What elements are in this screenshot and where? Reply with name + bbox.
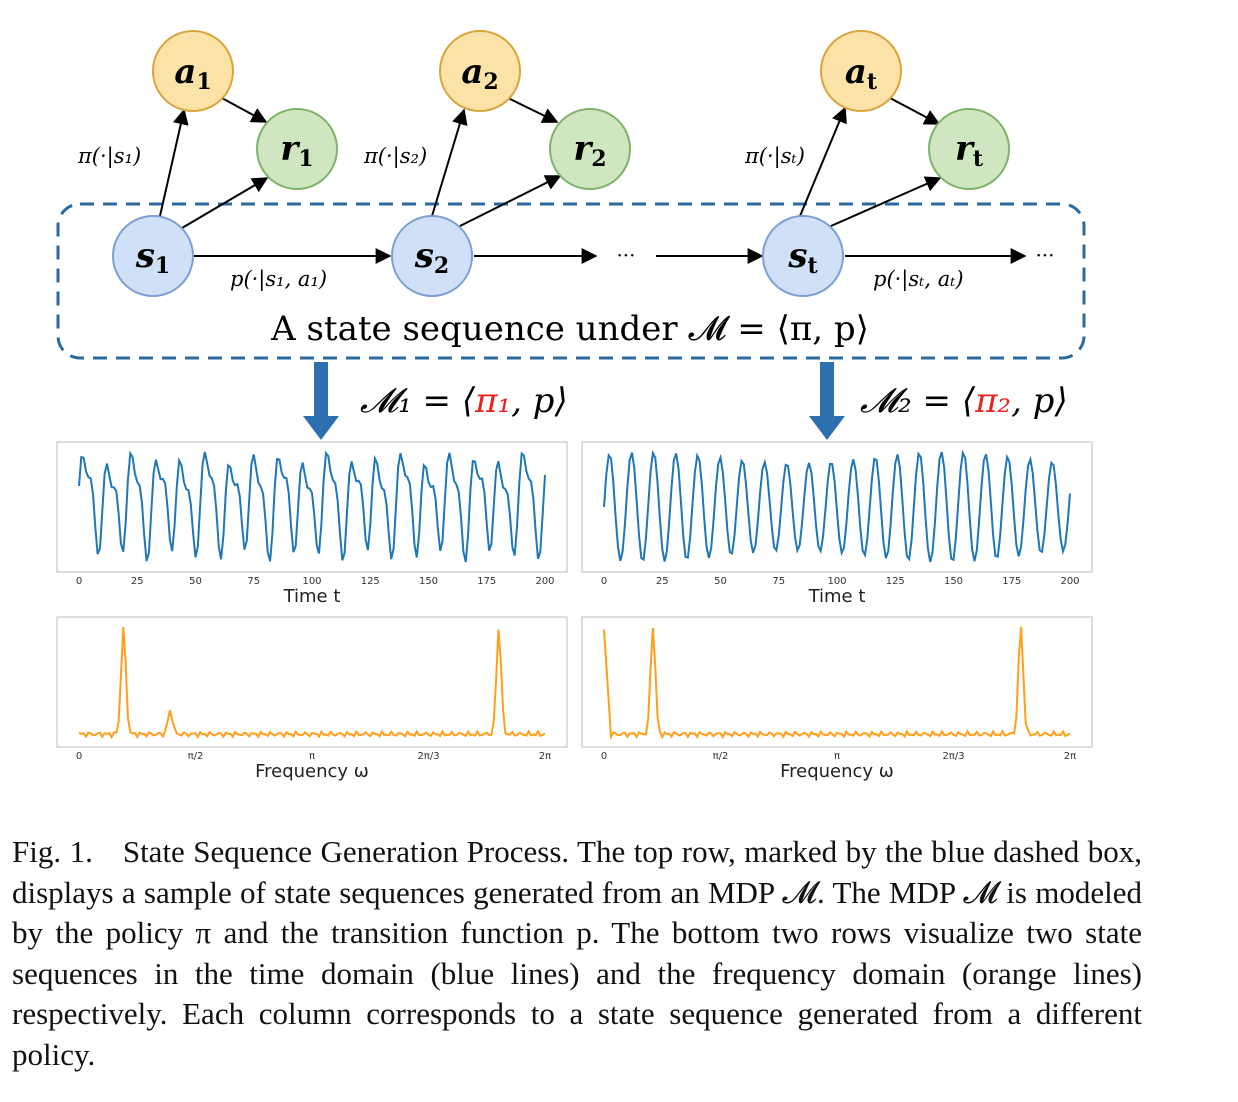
x-tick-label: 100 (302, 576, 321, 587)
x-tick-label: 175 (477, 576, 496, 587)
svg-text:a1: a1 (174, 52, 211, 95)
x-tick-label: 75 (772, 576, 785, 587)
x-tick-label: 125 (886, 576, 905, 587)
action-node-a2: a2 (439, 30, 521, 112)
x-tick-label: 2π (539, 751, 551, 762)
time-domain-chart-left: 0 25 50 75 100 125 150 175 200 Time t (56, 441, 568, 607)
edge-s1-a1 (159, 108, 189, 217)
x-tick-label: 0 (601, 751, 607, 762)
policy-label-t: π(·|sₜ) (744, 144, 805, 169)
edge-s2-a2 (431, 108, 468, 217)
ellipsis-middle: ··· (616, 243, 635, 267)
figure-caption: Fig. 1. State Sequence Generation Process… (12, 832, 1142, 1075)
x-tick-label: 200 (535, 576, 554, 587)
x-tick-label: 75 (247, 576, 260, 587)
svg-text:s2: s2 (414, 236, 449, 279)
state-sequence-box (56, 202, 1086, 360)
x-tick-label: π/2 (713, 751, 729, 762)
state-sequence-diagram: a1 r1 s1 a2 r2 s2 at rt st π(·|s₁) π(·|s… (56, 30, 1093, 782)
x-tick-label: π/2 (188, 751, 204, 762)
x-tick-label: 175 (1002, 576, 1021, 587)
svg-text:s1: s1 (135, 236, 170, 279)
x-axis-title: Time t (283, 586, 341, 607)
plot-frame (581, 616, 1093, 748)
x-tick-label: 200 (1060, 576, 1079, 587)
figure-label: Fig. 1. (12, 834, 93, 869)
x-tick-label: 2π/3 (942, 751, 964, 762)
figure-caption-text: State Sequence Generation Process. The t… (12, 834, 1143, 1072)
x-tick-label: 0 (76, 751, 82, 762)
edge-st-rt (830, 176, 942, 227)
x-axis-title: Time t (808, 586, 866, 607)
transition-label-t: p(·|sₜ, aₜ) (873, 267, 964, 292)
reward-node-rt: rt (928, 108, 1010, 190)
plot-frame (56, 616, 568, 748)
edge-st-at (799, 106, 847, 217)
x-axis-title: Frequency ω (255, 761, 369, 782)
policy-label-1: π(·|s₁) (77, 144, 141, 169)
state-node-s1: s1 (112, 215, 194, 297)
time-series-line (78, 450, 546, 563)
svg-text:a2: a2 (461, 52, 498, 95)
x-axis-title: Frequency ω (780, 761, 894, 782)
x-tick-label: 25 (131, 576, 144, 587)
edge-at-rt (889, 97, 941, 125)
x-tick-label: 150 (944, 576, 963, 587)
frequency-spectrum-line (78, 626, 546, 740)
x-tick-label: 2π/3 (417, 751, 439, 762)
state-sequence-caption: A state sequence under 𝓜 = ⟨π, p⟩ (270, 309, 869, 349)
x-tick-label: 100 (827, 576, 846, 587)
x-tick-label: 0 (601, 576, 607, 587)
edge-a1-r1 (219, 96, 268, 123)
state-node-st: st (762, 215, 844, 297)
policy-label-2: π(·|s₂) (363, 144, 427, 169)
time-domain-chart-right: 0 25 50 75 100 125 150 175 200 Time t (581, 441, 1093, 607)
frequency-spectrum-line (603, 626, 1071, 740)
svg-text:r2: r2 (573, 129, 606, 172)
edge-s1-r1 (181, 177, 269, 229)
svg-text:r1: r1 (280, 129, 313, 172)
x-tick-label: 150 (419, 576, 438, 587)
edge-s2-r2 (459, 175, 562, 227)
x-tick-label: π (834, 751, 840, 762)
x-tick-label: 50 (189, 576, 202, 587)
action-node-at: at (820, 30, 902, 112)
model-label-1: 𝓜₁ = ⟨π₁, p⟩ (360, 381, 568, 421)
svg-text:rt: rt (955, 129, 984, 172)
transition-label-1: p(·|s₁, a₁) (230, 267, 327, 292)
x-tick-label: 25 (656, 576, 669, 587)
action-node-a1: a1 (152, 30, 234, 112)
x-tick-label: π (309, 751, 315, 762)
x-tick-label: 50 (714, 576, 727, 587)
reward-node-r1: r1 (256, 108, 338, 190)
x-tick-label: 125 (361, 576, 380, 587)
svg-text:st: st (787, 236, 818, 279)
edges (159, 96, 1027, 264)
x-tick-label: 0 (76, 576, 82, 587)
x-tick-label: 2π (1064, 751, 1076, 762)
model-label-2: 𝓜₂ = ⟨π₂, p⟩ (860, 381, 1068, 421)
time-series-line (603, 449, 1071, 563)
plot-frame (56, 441, 568, 573)
svg-text:at: at (845, 52, 878, 95)
reward-node-r2: r2 (549, 108, 631, 190)
frequency-domain-chart-right: 0 π/2 π 2π/3 2π Frequency ω (581, 616, 1093, 782)
down-arrow-left-icon (303, 362, 339, 440)
down-arrow-right-icon (809, 362, 845, 440)
ellipsis-end: ··· (1035, 243, 1054, 267)
frequency-domain-chart-left: 0 π/2 π 2π/3 2π Frequency ω (56, 616, 568, 782)
edge-a2-r2 (505, 96, 559, 123)
state-node-s2: s2 (391, 215, 473, 297)
